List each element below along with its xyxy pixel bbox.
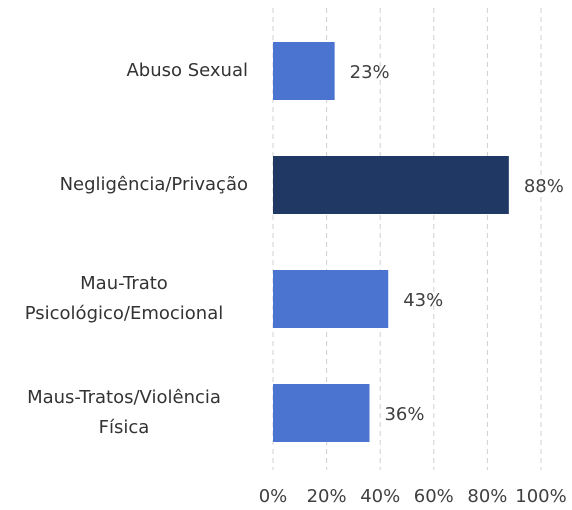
bar: [273, 270, 389, 328]
y-tick-label: Abuso Sexual: [126, 60, 248, 81]
value-label: 23%: [350, 62, 390, 83]
x-tick-label: 80%: [467, 486, 507, 507]
bar: [273, 42, 335, 100]
x-tick-label: 0%: [259, 486, 288, 507]
y-tick-label: Mau-Trato Psicológico/Emocional: [24, 273, 224, 324]
x-tick-label: 100%: [515, 486, 566, 507]
bar: [273, 384, 370, 442]
value-label: 36%: [384, 404, 424, 425]
x-tick-label: 40%: [360, 486, 400, 507]
value-label: 43%: [403, 290, 443, 311]
bar: [273, 156, 509, 214]
x-tick-label: 60%: [414, 486, 454, 507]
x-tick-label: 20%: [307, 486, 347, 507]
y-tick-label: Negligência/Privação: [59, 174, 248, 195]
y-tick-label: Maus-Tratos/Violência Física: [27, 387, 221, 438]
value-label: 88%: [524, 176, 564, 197]
